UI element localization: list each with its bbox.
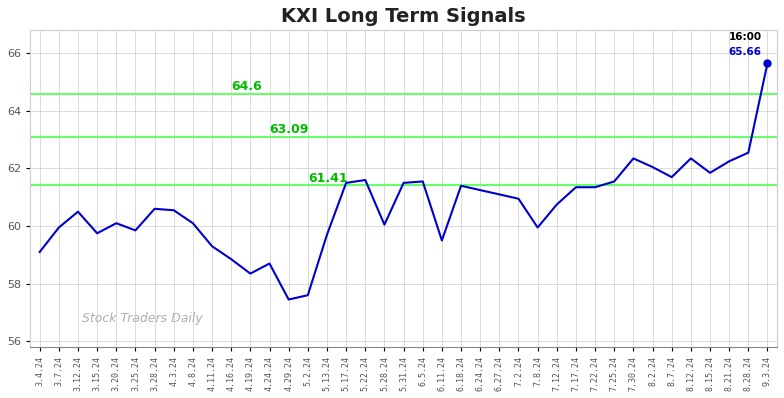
Text: 65.66: 65.66 [729, 47, 762, 57]
Title: KXI Long Term Signals: KXI Long Term Signals [281, 7, 526, 26]
Text: 64.6: 64.6 [231, 80, 262, 93]
Text: Stock Traders Daily: Stock Traders Daily [82, 312, 203, 325]
Text: 16:00: 16:00 [728, 32, 762, 42]
Text: 63.09: 63.09 [270, 123, 309, 137]
Text: 61.41: 61.41 [308, 172, 347, 185]
